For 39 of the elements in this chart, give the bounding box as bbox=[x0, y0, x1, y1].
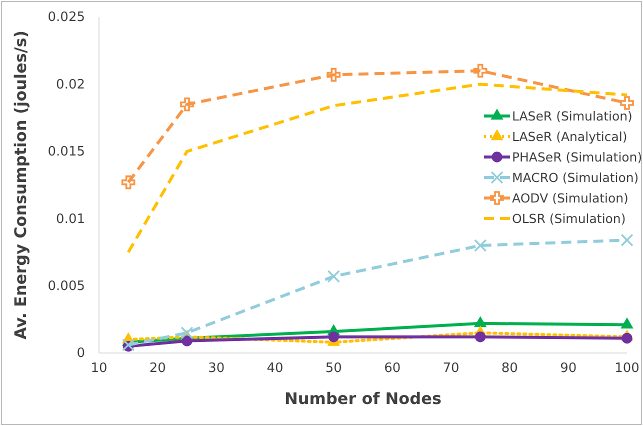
point bbox=[474, 332, 486, 342]
point bbox=[620, 317, 634, 328]
point bbox=[327, 270, 340, 283]
legend-label: OLSR (Simulation) bbox=[512, 211, 626, 226]
legend-label: MACRO (Simulation) bbox=[512, 170, 639, 185]
x-tick-label: 60 bbox=[384, 361, 401, 376]
x-tick-label: 50 bbox=[325, 361, 342, 376]
x-tick-label: 10 bbox=[90, 361, 108, 376]
y-tick-label: 0 bbox=[76, 346, 85, 362]
point bbox=[474, 316, 487, 328]
legend-label: LASeR (Analytical) bbox=[512, 129, 628, 144]
x-tick-label: 80 bbox=[501, 361, 518, 376]
point bbox=[182, 336, 192, 346]
x-tick-label: 100 bbox=[614, 361, 640, 376]
x-axis-title: Number of Nodes bbox=[284, 389, 442, 408]
y-tick-label: 0.015 bbox=[48, 144, 85, 160]
point bbox=[326, 68, 341, 82]
point bbox=[622, 332, 632, 344]
x-tick-label: 40 bbox=[266, 361, 284, 376]
point bbox=[180, 326, 194, 340]
y-tick-label: 0.02 bbox=[56, 77, 85, 92]
point bbox=[474, 239, 487, 252]
point bbox=[473, 64, 488, 78]
x-tick-label: 70 bbox=[442, 361, 460, 376]
x-tick-label: 30 bbox=[208, 361, 225, 376]
legend-label: PHASeR (Simulation) bbox=[512, 150, 642, 164]
y-tick-label: 0.01 bbox=[56, 212, 85, 227]
point bbox=[620, 96, 634, 110]
point bbox=[180, 97, 194, 112]
point bbox=[620, 234, 634, 246]
x-tick-label: 90 bbox=[560, 361, 577, 376]
legend-label: LASeR (Simulation) bbox=[512, 108, 632, 124]
y-axis-title: Av. Energy Consumption (joules/s) bbox=[11, 30, 30, 340]
point bbox=[121, 175, 136, 190]
y-tick-label: 0.025 bbox=[48, 10, 85, 26]
x-tick-label: 20 bbox=[149, 361, 166, 376]
legend-label: AODV (Simulation) bbox=[512, 190, 628, 206]
point bbox=[328, 332, 340, 342]
y-tick-label: 0.005 bbox=[48, 278, 85, 294]
